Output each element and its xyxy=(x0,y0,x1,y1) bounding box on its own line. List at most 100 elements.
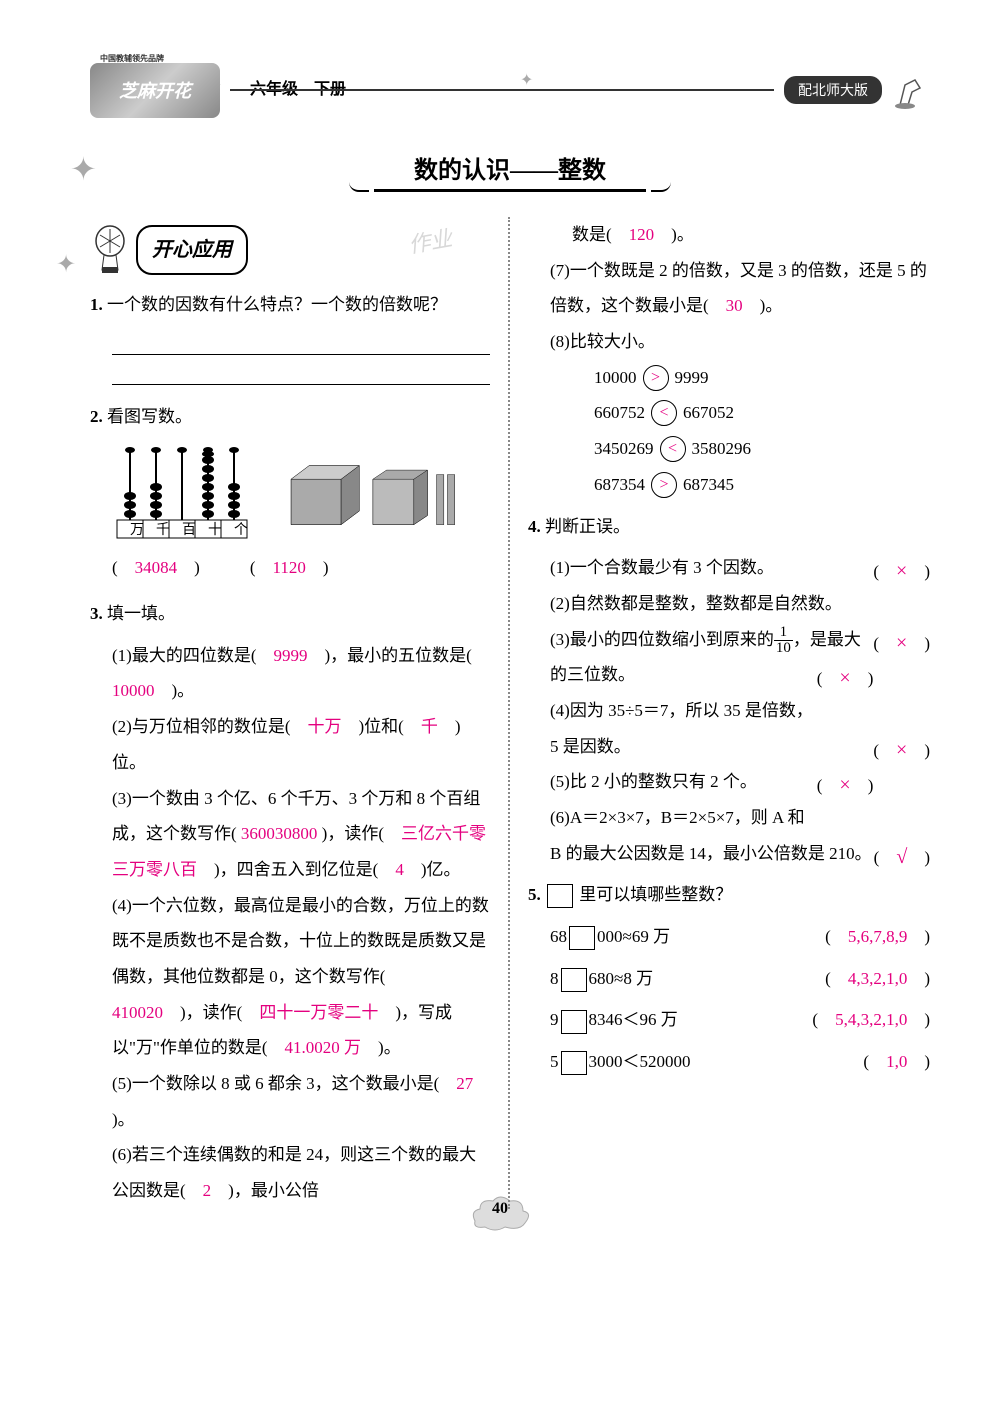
q5-expr: 53000＜520000 xyxy=(550,1044,691,1080)
q4-number: 4. xyxy=(528,517,541,536)
compare-right: 687345 xyxy=(683,467,734,503)
q5-row: 68000≈69 万( 5,6,7,8,9 ) xyxy=(528,919,930,955)
compare-op: < xyxy=(660,436,686,462)
q3-6-tb: )，最小公倍 xyxy=(228,1181,319,1200)
q5-ans: 5,4,3,2,1,0 xyxy=(835,1010,907,1029)
q3-1-ta: 最大的四位数是( xyxy=(132,646,257,665)
balloon-icon xyxy=(90,225,130,275)
q3-8-num: (8) xyxy=(550,332,570,351)
q5-number: 5. xyxy=(528,885,541,904)
q3-3-a3: 4 xyxy=(395,860,404,879)
q5-ans-paren: ( 1,0 ) xyxy=(863,1044,930,1080)
q3-1-a1: 9999 xyxy=(274,646,308,665)
header-divider xyxy=(230,89,774,91)
q3-6-num: (6) xyxy=(112,1145,132,1164)
blank-box xyxy=(561,968,587,992)
cube-blocks-figure xyxy=(282,461,482,543)
decor-star: ✦ xyxy=(56,250,76,279)
q4-item: (6)A＝2×3×7，B＝2×5×7，则 A 和 B 的最大公因数是 14，最小… xyxy=(528,800,930,871)
q3-7-tb: )。 xyxy=(760,296,783,315)
fraction: 110 xyxy=(774,625,793,656)
q3-2-tb: )位和( xyxy=(359,717,404,736)
answer-blank-line xyxy=(112,329,490,355)
q5-ans: 5,6,7,8,9 xyxy=(848,927,908,946)
q3-1-a2: 10000 xyxy=(112,681,155,700)
q4-item-num: (5) xyxy=(550,772,570,791)
judge-paren: ( × ) xyxy=(873,550,930,592)
blank-box xyxy=(569,926,595,950)
q3-item-1: (1)最大的四位数是( 9999 )，最小的五位数是( 10000 )。 xyxy=(90,638,490,709)
q3-2-a2: 千 xyxy=(421,717,438,736)
compare-row: 10000 > 9999 xyxy=(550,360,930,396)
q5-ans-paren: ( 4,3,2,1,0 ) xyxy=(825,961,930,997)
q5-expr: 8680≈8 万 xyxy=(550,961,653,997)
q3-4-ta: 一个六位数，最高位是最小的合数，万位上的数既不是质数也不是合数，十位上的数既是质… xyxy=(112,896,489,986)
brand-subtitle: 中国教辅领先品牌 xyxy=(100,53,164,64)
q3-item-7: (7)一个数既是 2 的倍数，又是 3 的倍数，还是 5 的倍数，这个数最小是(… xyxy=(528,253,930,324)
page-header: 中国教辅领先品牌 芝麻开花 六年级 下册 配北师大版 xyxy=(90,60,930,120)
q3-3-td: )亿。 xyxy=(421,860,461,879)
compare-left: 687354 xyxy=(594,467,645,503)
q2-number: 2. xyxy=(90,407,103,426)
judge-mark: × xyxy=(896,560,907,582)
right-column: 数是( 120 )。 (7)一个数既是 2 的倍数，又是 3 的倍数，还是 5 … xyxy=(510,217,930,1209)
svg-text:万: 万 xyxy=(130,523,144,538)
q4-item-text: 一个合数最少有 3 个因数。 xyxy=(570,558,774,577)
compare-row: 687354 > 687345 xyxy=(550,467,930,503)
judge-mark: × xyxy=(839,774,850,796)
lamp-icon xyxy=(890,70,930,110)
judge-mark: √ xyxy=(896,846,907,868)
q5-ans: 4,3,2,1,0 xyxy=(848,969,908,988)
question-4: 4. 判断正误。 xyxy=(528,509,930,545)
compare-row: 3450269 < 3580296 xyxy=(550,431,930,467)
q3-6-continue: 数是( 120 )。 xyxy=(528,217,930,253)
blank-box xyxy=(561,1010,587,1034)
q5-row: 98346＜96 万( 5,4,3,2,1,0 ) xyxy=(528,1002,930,1038)
q4-item: (4)因为 35÷5＝7，所以 35 是倍数，5 是因数。( × ) xyxy=(528,693,930,764)
judge-paren: ( × ) xyxy=(873,622,930,664)
section-title: 开心应用 xyxy=(136,225,248,275)
left-column: 开心应用 作业 1. 一个数的因数有什么特点？一个数的倍数呢？ 2. 看图写数。 xyxy=(90,217,510,1209)
q3-1-num: (1) xyxy=(112,646,132,665)
q5-expr: 98346＜96 万 xyxy=(550,1002,678,1038)
q3-6-a1: 2 xyxy=(203,1181,212,1200)
q3-4-td: )。 xyxy=(378,1038,401,1057)
compare-op: > xyxy=(651,472,677,498)
q5-title: 里可以填哪些整数？ xyxy=(579,885,732,904)
q4-item: (1)一个合数最少有 3 个因数。( × ) xyxy=(528,550,930,586)
abacus-figure: 万 千 百 十 个 xyxy=(112,442,252,542)
q4-item-text: A＝2×3×7，B＝2×5×7，则 A 和 B 的最大公因数是 14，最小公倍数… xyxy=(550,808,872,863)
compare-right: 3580296 xyxy=(692,431,752,467)
q4-title: 判断正误。 xyxy=(545,517,630,536)
compare-op: > xyxy=(643,365,669,391)
q1-number: 1. xyxy=(90,295,103,314)
answer-blank-line xyxy=(112,359,490,385)
q3-item-3: (3)一个数由 3 个亿、6 个千万、3 个万和 8 个百组成，这个数写作( 3… xyxy=(90,781,490,888)
brand-logo: 中国教辅领先品牌 芝麻开花 xyxy=(90,63,220,118)
compare-right: 9999 xyxy=(675,360,709,396)
q3-item-8: (8)比较大小。 xyxy=(528,324,930,360)
q3-8-title: 比较大小。 xyxy=(570,332,655,351)
q3-title: 填一填。 xyxy=(107,604,175,623)
watermark-stamp: 作业 xyxy=(405,208,506,293)
q4-item: (5)比 2 小的整数只有 2 个。( × ) xyxy=(528,764,930,800)
compare-right: 667052 xyxy=(683,395,734,431)
question-2: 2. 看图写数。 xyxy=(90,399,490,435)
judge-mark: × xyxy=(896,632,907,654)
svg-text:百: 百 xyxy=(182,522,196,538)
compare-left: 3450269 xyxy=(594,431,654,467)
question-3: 3. 填一填。 xyxy=(90,596,490,632)
q5-ans-paren: ( 5,6,7,8,9 ) xyxy=(825,919,930,955)
judge-mark: × xyxy=(839,667,850,689)
svg-text:千: 千 xyxy=(156,522,170,538)
q2-ans1: 34084 xyxy=(135,558,178,577)
q4-item-text: 因为 35÷5＝7，所以 35 是倍数，5 是因数。 xyxy=(550,701,813,756)
q3-4-a3: 41.0020 万 xyxy=(285,1038,362,1057)
page-number: 40 xyxy=(476,1191,524,1227)
q3-item-5: (5)一个数除以 8 或 6 都余 3，这个数最小是( 27 )。 xyxy=(90,1066,490,1137)
q4-item-num: (6) xyxy=(550,808,570,827)
q3-4-tb: )，读作( xyxy=(180,1003,242,1022)
q5-ans: 1,0 xyxy=(886,1052,907,1071)
brand-logo-text: 芝麻开花 xyxy=(119,77,191,103)
q4-item-text: 自然数都是整数，整数都是自然数。 xyxy=(570,594,842,613)
